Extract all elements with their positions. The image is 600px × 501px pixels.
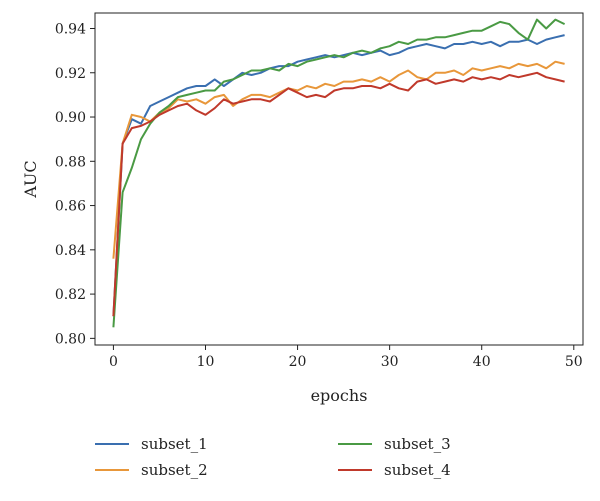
x-axis-label: epochs xyxy=(311,386,368,405)
y-tick-label: 0.92 xyxy=(55,66,86,82)
legend-label-subset-4: subset_4 xyxy=(384,461,451,479)
plot-frame xyxy=(94,12,584,346)
y-axis-label: AUC xyxy=(21,160,40,198)
y-axis-ticks: 0.80 0.82 0.84 0.86 0.88 0.90 0.92 0.94 xyxy=(55,21,95,347)
series-line-subset-1 xyxy=(112,34,565,317)
y-tick-label: 0.86 xyxy=(55,199,86,215)
legend-label-subset-1: subset_1 xyxy=(141,435,208,453)
x-tick-label: 40 xyxy=(473,354,491,370)
x-tick-label: 20 xyxy=(289,354,307,370)
y-tick-label: 0.82 xyxy=(55,287,86,303)
legend: subset_1 subset_2 subset_3 subset_4 xyxy=(95,435,451,479)
series-line-subset-4 xyxy=(112,71,565,317)
y-tick-label: 0.94 xyxy=(55,21,86,37)
x-tick-label: 50 xyxy=(565,354,583,370)
y-tick-label: 0.84 xyxy=(55,243,86,259)
x-tick-label: 0 xyxy=(109,354,118,370)
x-tick-label: 10 xyxy=(197,354,215,370)
x-axis-ticks: 0 10 20 30 40 50 xyxy=(109,345,583,370)
y-tick-label: 0.90 xyxy=(55,110,86,126)
series-line-subset-3 xyxy=(112,18,566,328)
x-tick-label: 30 xyxy=(381,354,399,370)
series-lines xyxy=(112,18,566,328)
legend-label-subset-2: subset_2 xyxy=(141,461,208,479)
legend-label-subset-3: subset_3 xyxy=(384,435,451,453)
y-tick-label: 0.80 xyxy=(55,331,86,347)
series-line-subset-2 xyxy=(112,60,565,259)
y-tick-label: 0.88 xyxy=(55,154,86,170)
